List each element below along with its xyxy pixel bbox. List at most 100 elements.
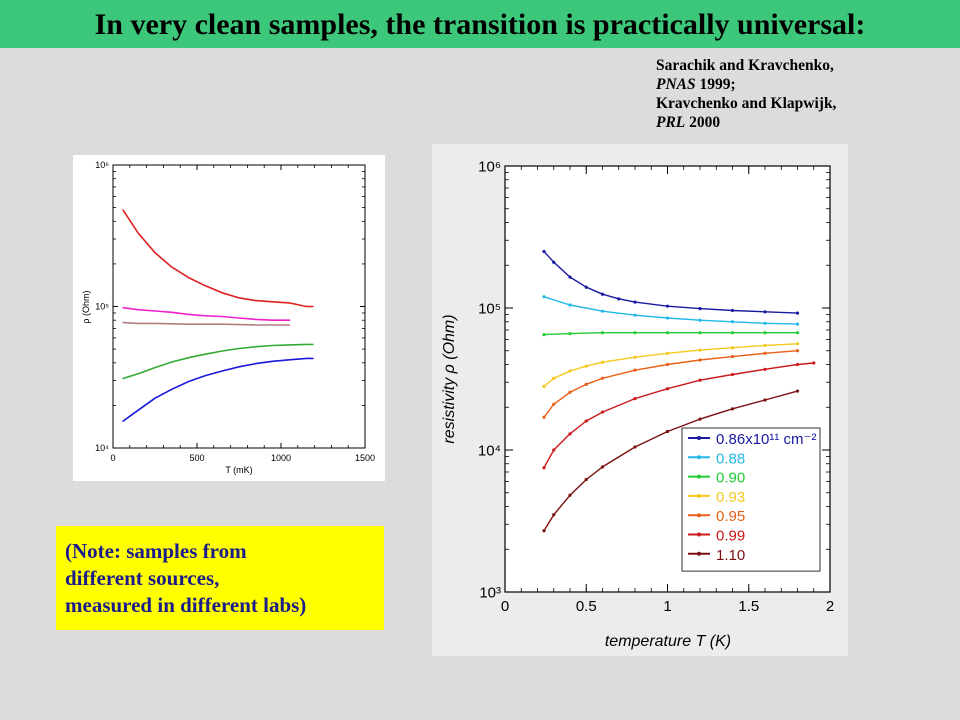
data-point xyxy=(795,389,800,393)
x-tick-label: 500 xyxy=(189,453,204,463)
citation-line: PRL 2000 xyxy=(656,113,956,132)
y-tick-label: 10⁶ xyxy=(478,158,501,175)
right-chart: 10³ 10⁴ 10⁵ 10⁶ 0 0.5 1 1.5 2 temperature T (K) re… xyxy=(441,158,834,650)
x-tick-label: 0.5 xyxy=(576,598,597,615)
right-chart-panel: 10³ 10⁴ 10⁵ 10⁶ 0 0.5 1 1.5 2 temperature T (K) re… xyxy=(432,144,848,656)
citation-line: PNAS 1999; xyxy=(656,75,956,94)
legend-marker xyxy=(697,474,701,479)
data-point xyxy=(633,331,637,335)
x-tick-label: 1.5 xyxy=(738,598,759,615)
x-tick-label: 1500 xyxy=(355,453,375,463)
data-point xyxy=(763,310,767,314)
data-point xyxy=(552,260,556,264)
note-line: different sources, xyxy=(65,566,220,590)
data-point xyxy=(730,320,735,324)
data-point xyxy=(600,331,605,335)
y-tick-label: 10⁴ xyxy=(95,443,109,453)
y-tick-label: 10⁴ xyxy=(478,442,501,459)
title-bar xyxy=(0,0,960,48)
data-point xyxy=(763,367,767,371)
legend-marker xyxy=(697,436,701,440)
data-point xyxy=(698,417,702,421)
legend-marker xyxy=(697,551,701,556)
citation-line: Sarachik and Kravchenko, xyxy=(656,57,834,74)
x-tick-label: 1000 xyxy=(271,453,291,463)
data-point xyxy=(665,351,670,355)
data-point xyxy=(600,360,605,364)
data-point xyxy=(633,355,637,359)
citation-journal: PNAS xyxy=(656,76,696,93)
data-point xyxy=(730,354,735,359)
legend-label: 0.88 xyxy=(716,450,745,467)
data-point xyxy=(542,384,546,389)
data-point xyxy=(795,349,800,353)
series-line xyxy=(122,357,314,422)
data-point xyxy=(730,331,735,335)
data-point xyxy=(542,466,546,470)
data-point xyxy=(552,513,556,517)
data-point xyxy=(795,331,800,335)
y-tick-label: 10⁵ xyxy=(95,302,109,312)
data-point xyxy=(552,376,556,380)
legend-marker xyxy=(697,532,701,537)
y-tick-label: 10³ xyxy=(479,584,501,601)
data-point xyxy=(763,321,767,325)
legend-box xyxy=(681,427,821,572)
series-line xyxy=(122,209,314,308)
data-point xyxy=(730,372,735,377)
data-point xyxy=(698,358,702,362)
data-point xyxy=(600,465,605,469)
series-line xyxy=(122,306,291,321)
legend-label: 0.86x10¹¹ cm⁻² xyxy=(716,431,816,448)
plot-frame xyxy=(112,164,366,449)
slide-title: In very clean samples, the transition is… xyxy=(94,8,866,41)
y-axis-label: resistivity ρ (Ohm) xyxy=(441,314,458,443)
data-point xyxy=(633,445,637,449)
data-point xyxy=(584,285,588,289)
citation-journal: PRL xyxy=(656,114,686,131)
data-point xyxy=(584,382,588,386)
series-line xyxy=(122,343,314,380)
left-chart: 10⁴ 10⁵ 10⁶ 0 500 1000 1500 T (mK) ρ (Ohm) xyxy=(81,160,375,475)
data-point xyxy=(795,362,800,367)
data-point xyxy=(665,316,670,320)
data-point xyxy=(568,303,572,307)
data-point xyxy=(763,398,767,402)
data-point xyxy=(665,362,670,367)
data-point xyxy=(633,313,637,317)
data-point xyxy=(542,415,546,419)
note-line: measured in different labs) xyxy=(65,593,307,617)
data-point xyxy=(763,351,767,355)
data-point xyxy=(730,346,735,350)
series-line xyxy=(543,362,815,469)
data-point xyxy=(812,361,816,365)
data-point xyxy=(542,332,546,337)
data-point xyxy=(730,308,735,313)
data-point xyxy=(617,297,621,301)
data-point xyxy=(633,300,637,304)
data-point xyxy=(542,249,546,254)
note-line: (Note: samples from xyxy=(65,539,247,563)
data-point xyxy=(552,448,556,452)
data-point xyxy=(568,493,572,497)
legend-marker xyxy=(697,493,701,498)
data-point xyxy=(698,307,702,311)
citation-line: Kravchenko and Klapwijk, xyxy=(656,95,837,112)
x-axis-label: T (mK) xyxy=(225,465,252,475)
legend-label: 0.90 xyxy=(716,470,745,487)
citation-year: 1999; xyxy=(695,76,736,93)
y-axis-label: ρ (Ohm) xyxy=(81,290,91,323)
data-point xyxy=(665,331,670,335)
data-point xyxy=(600,376,605,380)
data-point xyxy=(665,429,670,434)
data-point xyxy=(633,368,637,372)
x-tick-label: 1 xyxy=(663,598,671,615)
y-tick-label: 10⁶ xyxy=(95,160,109,170)
x-tick-label: 0 xyxy=(501,598,509,615)
data-point xyxy=(665,387,670,391)
data-point xyxy=(600,292,605,296)
series-line xyxy=(543,250,799,314)
y-tick-label: 10⁵ xyxy=(478,300,501,317)
data-point xyxy=(552,402,556,406)
x-tick-label: 0 xyxy=(110,453,115,463)
